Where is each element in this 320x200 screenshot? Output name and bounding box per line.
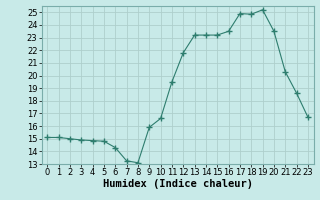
X-axis label: Humidex (Indice chaleur): Humidex (Indice chaleur): [103, 179, 252, 189]
